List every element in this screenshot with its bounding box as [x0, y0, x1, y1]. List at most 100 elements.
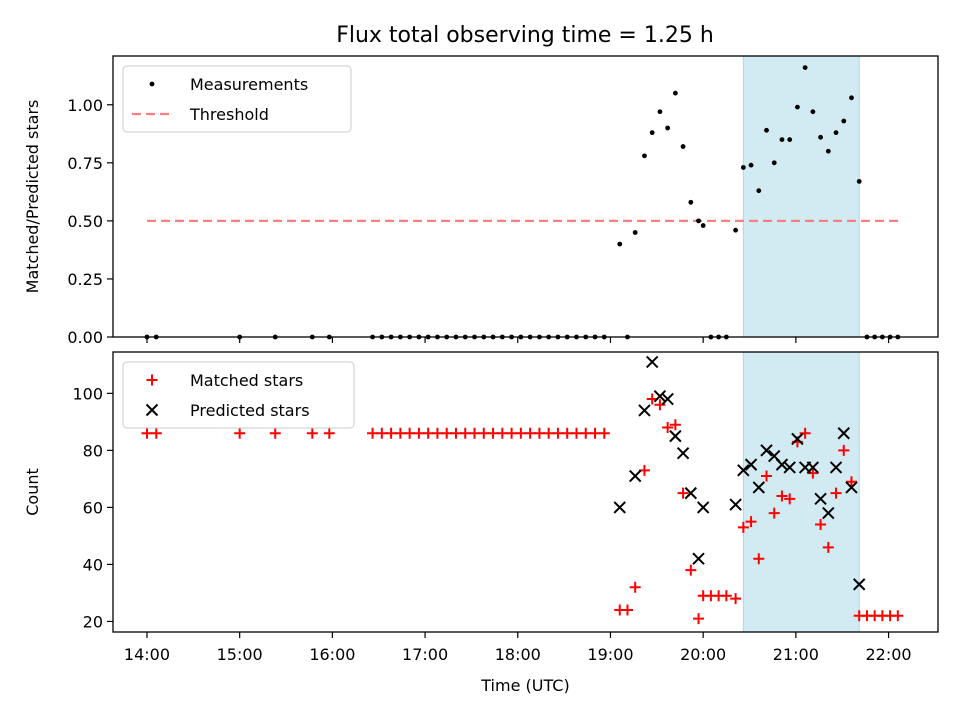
y-axis-label: Matched/Predicted stars	[23, 100, 42, 294]
data-point	[629, 581, 641, 593]
data-point	[696, 218, 701, 224]
data-point	[385, 427, 397, 439]
data-point	[533, 427, 545, 439]
data-point	[150, 427, 162, 439]
data-point	[814, 492, 827, 506]
data-point	[580, 427, 592, 439]
y-tick-label: 80	[83, 441, 103, 460]
data-point	[478, 427, 490, 439]
data-point	[692, 552, 705, 565]
data-point	[515, 427, 527, 439]
data-point	[621, 604, 633, 616]
data-point	[677, 487, 689, 499]
data-point	[662, 422, 674, 434]
data-point	[810, 109, 816, 115]
data-point	[628, 469, 642, 483]
data-point	[779, 137, 785, 143]
x-tick-label: 22:00	[866, 645, 912, 664]
data-point	[740, 165, 746, 170]
data-point	[506, 427, 518, 439]
data-point	[561, 427, 573, 439]
data-point	[676, 447, 690, 460]
data-point	[822, 506, 835, 520]
data-point	[645, 355, 659, 369]
legend-label: Predicted stars	[190, 401, 310, 420]
y-tick-label: 1.00	[67, 96, 103, 115]
y-tick-label: 100	[72, 384, 103, 403]
legend-box	[122, 65, 352, 133]
x-axis-label: Time (UTC)	[480, 676, 569, 695]
x-tick-label: 19:00	[587, 645, 633, 664]
shaded-interval	[742, 55, 860, 338]
plot-frame	[112, 55, 939, 338]
data-point	[700, 223, 706, 228]
data-point	[570, 427, 582, 439]
data-point	[776, 490, 788, 502]
data-point	[845, 481, 858, 494]
data-point	[856, 179, 862, 184]
data-point	[684, 486, 698, 500]
data-point	[748, 162, 754, 168]
data-point	[849, 95, 854, 101]
data-point	[841, 118, 847, 124]
top-panel: 0.00 0.25 0.50 0.75 1.00 Matched/Predicted st…	[23, 55, 939, 347]
data-point	[829, 461, 843, 474]
x-tick-label: 16:00	[309, 645, 355, 664]
data-point	[431, 427, 443, 439]
data-point	[795, 104, 800, 110]
data-point	[799, 427, 811, 439]
data-point	[693, 613, 705, 625]
data-point	[617, 241, 623, 247]
data-point	[837, 427, 850, 440]
data-point	[306, 427, 318, 439]
legend-label: Threshold	[189, 105, 269, 124]
data-point	[787, 137, 793, 143]
data-point	[413, 427, 425, 439]
legend: Measurements Threshold	[122, 65, 352, 133]
x-tick-label: 20:00	[680, 645, 726, 664]
data-point	[669, 429, 682, 443]
data-point	[269, 427, 281, 439]
data-point	[775, 458, 789, 471]
data-point	[487, 427, 499, 439]
data-point	[543, 427, 555, 439]
data-point	[141, 427, 153, 439]
data-point	[760, 444, 773, 457]
data-point	[756, 188, 762, 194]
data-point	[729, 498, 742, 511]
y-tick-label: 0.50	[67, 212, 103, 231]
data-point	[733, 227, 739, 233]
data-point	[783, 461, 796, 474]
data-point	[807, 467, 819, 479]
data-point	[234, 427, 246, 439]
data-point	[730, 593, 742, 605]
data-point	[323, 427, 335, 439]
legend-label: Matched stars	[190, 371, 303, 390]
bottom-panel: 14:00 15:00 16:00 17:00 18:00 19:00 20:00 21:00…	[23, 351, 939, 695]
data-point	[845, 476, 857, 488]
data-point	[825, 148, 831, 154]
data-point	[720, 590, 732, 602]
data-point	[589, 427, 601, 439]
data-point	[818, 134, 823, 140]
y-axis-label: Count	[23, 468, 42, 516]
data-point	[737, 464, 750, 477]
data-point	[853, 578, 866, 591]
data-point	[752, 481, 765, 494]
data-point	[654, 399, 666, 411]
data-point	[833, 130, 839, 136]
data-point	[638, 464, 650, 476]
x-tick-label: 21:00	[773, 645, 819, 664]
data-point	[638, 404, 651, 417]
data-point	[745, 516, 757, 528]
data-point	[632, 230, 638, 235]
data-point	[642, 153, 647, 159]
data-point	[892, 610, 904, 622]
legend-marker	[149, 81, 155, 87]
data-point	[450, 427, 462, 439]
data-point	[459, 427, 471, 439]
data-point	[404, 427, 416, 439]
data-point	[598, 427, 610, 439]
series-matched-stars	[141, 393, 904, 625]
